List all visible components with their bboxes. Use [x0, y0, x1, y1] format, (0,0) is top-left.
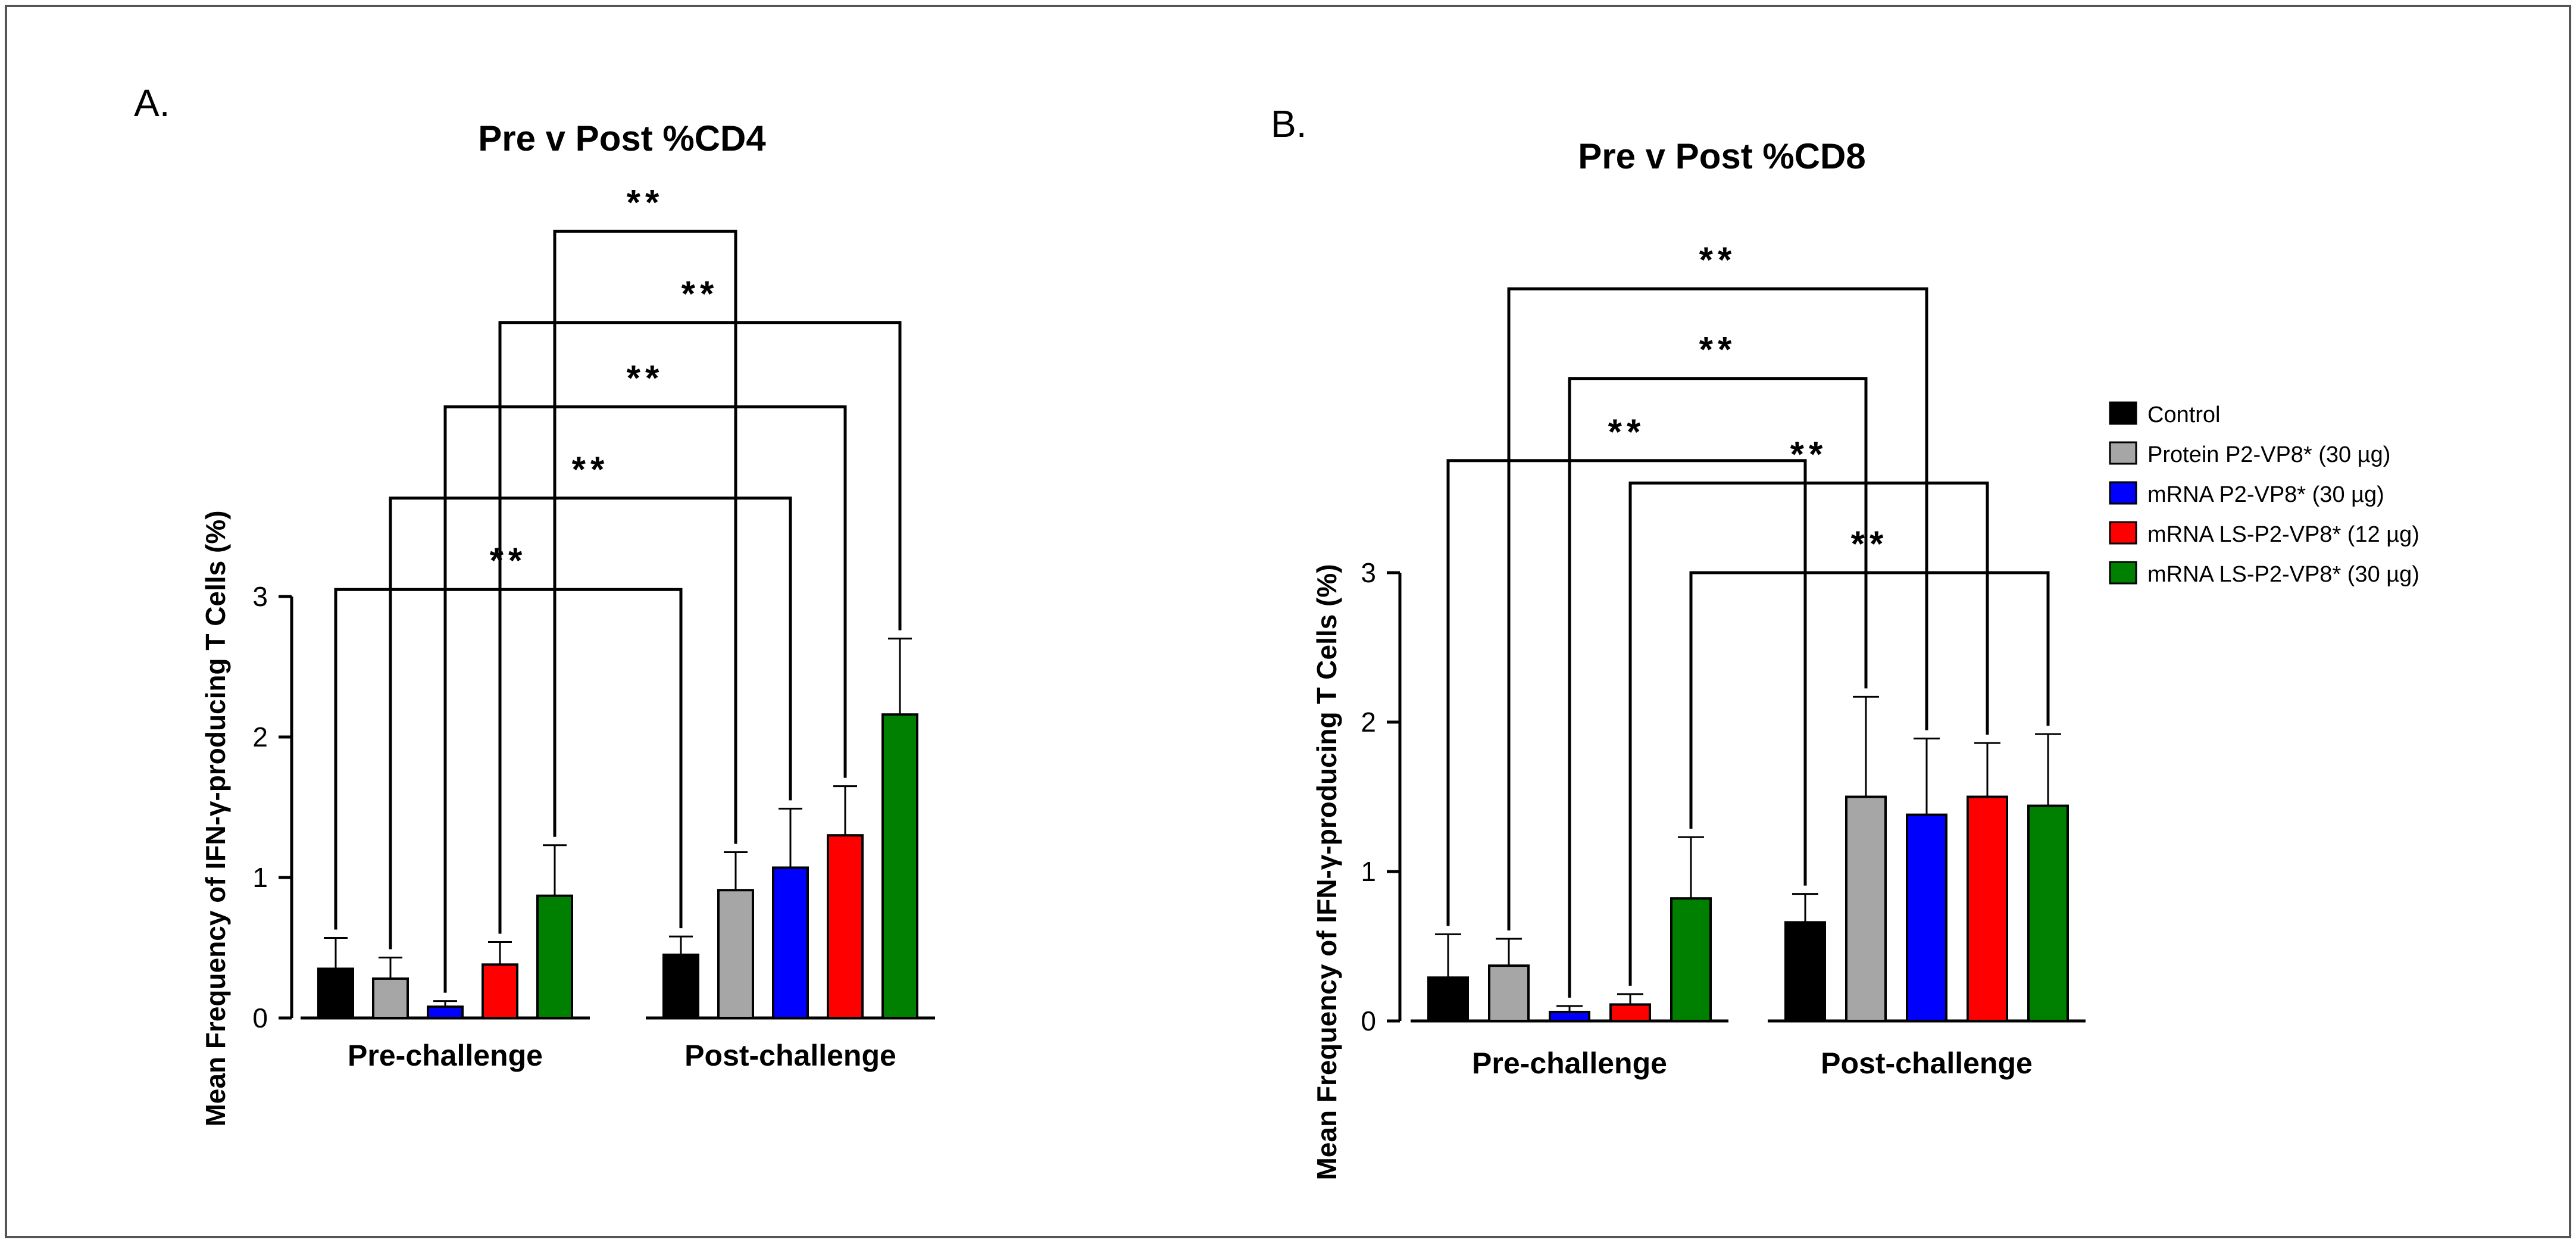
- y-tick-label: 3: [1361, 557, 1376, 588]
- bar: [1427, 976, 1469, 1022]
- bar: [317, 967, 354, 1020]
- legend-swatch: [2109, 441, 2137, 465]
- x-category-label: Pre-challenge: [348, 1039, 543, 1072]
- bar: [536, 894, 573, 1020]
- significance-label: **: [572, 449, 609, 489]
- bar: [772, 866, 809, 1019]
- bar: [1488, 964, 1530, 1023]
- chart-cd8-title: Pre v Post %CD8: [1578, 136, 1866, 176]
- significance-label: **: [1608, 412, 1646, 452]
- chart-cd4: Pre v Post %CD4 Mean Frequency of IFN-γ-…: [200, 118, 935, 1127]
- significance-label: **: [681, 274, 719, 314]
- legend-label: mRNA LS-P2-VP8* (30 µg): [2147, 562, 2419, 587]
- chart-cd4-plot: 0 1 2 3 Pre-challenge Post-challenge ** ** ** ** *…: [252, 182, 935, 1072]
- significance-bracket: [389, 496, 792, 950]
- bar: [427, 1005, 464, 1019]
- significance-label: **: [1851, 524, 1889, 564]
- significance-label: **: [1699, 330, 1737, 370]
- significance-bracket: [1628, 481, 1989, 986]
- y-tick-label: 0: [252, 1002, 268, 1033]
- legend-item: mRNA P2-VP8* (30 µg): [2109, 481, 2384, 507]
- bar: [717, 889, 754, 1019]
- legend-swatch: [2109, 561, 2137, 585]
- significance-label: **: [627, 358, 664, 398]
- bar: [1967, 795, 2008, 1022]
- significance-bracket: [1446, 459, 1807, 926]
- bar: [372, 977, 409, 1020]
- x-category-label: Post-challenge: [1821, 1047, 2033, 1080]
- legend-item: mRNA LS-P2-VP8* (12 µg): [2109, 521, 2419, 547]
- legend-label: Protein P2-VP8* (30 µg): [2147, 442, 2390, 467]
- y-tick-label: 1: [252, 862, 268, 893]
- significance-bracket: [1689, 571, 2050, 829]
- y-tick-label: 2: [252, 722, 268, 752]
- significance-label: **: [627, 182, 664, 222]
- legend-item: Control: [2109, 401, 2221, 427]
- legend-label: mRNA LS-P2-VP8* (12 µg): [2147, 522, 2419, 547]
- chart-cd4-ylabel: Mean Frequency of IFN-γ-producing T Cell…: [200, 510, 231, 1126]
- bar: [881, 713, 918, 1019]
- legend-swatch: [2109, 521, 2137, 545]
- chart-cd4-title: Pre v Post %CD4: [478, 118, 766, 158]
- bar: [1670, 897, 1712, 1023]
- significance-bracket: [1507, 287, 1928, 930]
- legend: Control Protein P2-VP8* (30 µg) mRNA P2-…: [2109, 401, 2419, 587]
- bar: [1784, 921, 1826, 1022]
- significance-bracket: [334, 588, 683, 930]
- bar: [1906, 813, 1947, 1022]
- significance-bracket: [553, 229, 737, 844]
- legend-swatch: [2109, 481, 2137, 505]
- y-tick-label: 2: [1361, 707, 1376, 738]
- panel-b-label: B.: [1271, 102, 1306, 145]
- x-category-label: Pre-challenge: [1472, 1047, 1667, 1080]
- significance-bracket: [1568, 377, 1868, 998]
- significance-label: **: [1790, 434, 1828, 474]
- bar: [662, 953, 699, 1020]
- legend-label: Control: [2147, 402, 2221, 427]
- bar: [827, 834, 864, 1019]
- legend-swatch: [2109, 401, 2137, 425]
- chart-cd8-plot: 0 1 2 3 Pre-challenge Post-challenge ** ** ** ** *…: [1361, 240, 2086, 1080]
- bar: [482, 963, 518, 1019]
- chart-cd8-ylabel: Mean Frequency of IFN-γ-producing T Cell…: [1311, 564, 1342, 1180]
- bar: [2027, 804, 2069, 1023]
- significance-bracket: [498, 321, 902, 934]
- significance-label: **: [1699, 240, 1737, 280]
- legend-label: mRNA P2-VP8* (30 µg): [2147, 482, 2384, 507]
- x-category-label: Post-challenge: [684, 1039, 896, 1072]
- chart-cd8: Pre v Post %CD8 Mean Frequency of IFN-γ-…: [1311, 136, 2086, 1180]
- legend-item: Protein P2-VP8* (30 µg): [2109, 441, 2390, 467]
- y-tick-label: 3: [252, 581, 268, 612]
- panel-a-label: A.: [134, 82, 170, 124]
- bar: [1609, 1003, 1651, 1023]
- significance-bracket: [443, 405, 847, 993]
- bar: [1845, 795, 1887, 1022]
- bar: [1549, 1010, 1590, 1022]
- figure-border: [5, 5, 2571, 1238]
- significance-label: **: [490, 541, 527, 580]
- legend-item: mRNA LS-P2-VP8* (30 µg): [2109, 561, 2419, 587]
- y-tick-label: 0: [1361, 1005, 1376, 1036]
- y-tick-label: 1: [1361, 856, 1376, 887]
